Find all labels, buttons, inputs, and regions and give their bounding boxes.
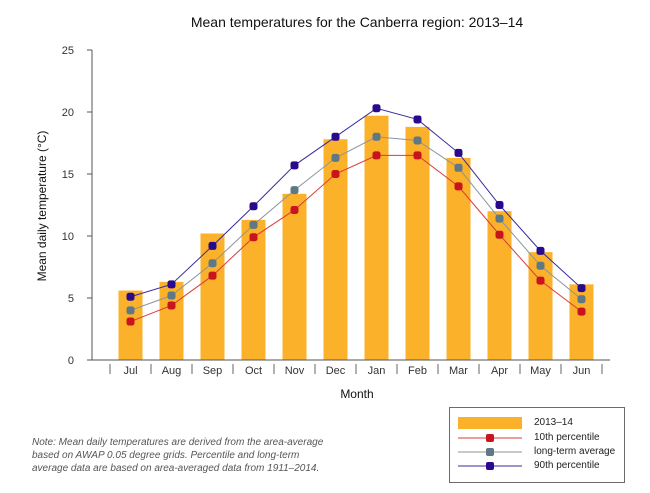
series-2-point [577, 284, 586, 293]
y-tick-label: 10 [62, 231, 74, 243]
y-tick-label: 5 [68, 293, 74, 305]
series-2-point [454, 148, 463, 157]
series-0-point [577, 307, 586, 316]
series-2-point [290, 161, 299, 170]
series-2-point [331, 132, 340, 141]
series-2-point [413, 115, 422, 124]
legend-item-p90: 90th percentile [458, 460, 618, 472]
line-marker-icon [458, 462, 522, 470]
series-2-point [249, 202, 258, 211]
bars-layer [118, 115, 594, 360]
series-1-point [167, 291, 176, 300]
series-2-point [126, 292, 135, 301]
x-tick-label: Oct [245, 365, 262, 377]
series-1-point [536, 261, 545, 270]
chart-title: Mean temperatures for the Canberra regio… [191, 14, 524, 30]
series-0-point [290, 205, 299, 214]
series-line-1 [130, 136, 582, 311]
series-2-point [372, 104, 381, 113]
series-0-point [167, 301, 176, 310]
x-tick-label: Feb [408, 365, 427, 377]
note-line: Note: Mean daily temperatures are derive… [32, 437, 324, 448]
note-line: based on AWAP 0.05 degree grids. Percent… [32, 450, 300, 461]
bar-swatch-icon [458, 417, 522, 429]
legend-item-average: long-term average [458, 446, 618, 458]
bar-may [528, 252, 553, 360]
chart-legend: 2013–14 10th percentile long-term averag… [449, 407, 625, 483]
x-tick-label: Jul [123, 365, 137, 377]
series-0-point [126, 317, 135, 326]
series-1-point [331, 153, 340, 162]
lines-layer [126, 104, 586, 326]
series-1-point [577, 295, 586, 304]
series-1-point [208, 259, 217, 268]
line-marker-icon [458, 434, 522, 442]
x-axis-label: Month [340, 387, 373, 401]
bar-mar [446, 157, 471, 360]
bar-feb [405, 126, 430, 360]
bar-sep [200, 233, 225, 360]
series-2-point [536, 246, 545, 255]
series-line-0 [130, 154, 582, 323]
legend-label: 10th percentile [534, 432, 600, 443]
note-line: average data are based on area-averaged … [32, 463, 320, 474]
y-tick-label: 15 [62, 169, 74, 181]
series-0-point [454, 182, 463, 191]
legend-item-bars: 2013–14 [458, 417, 618, 429]
series-1-point [454, 163, 463, 172]
line-marker-icon [458, 448, 522, 456]
x-tick-label: Sep [203, 365, 223, 377]
series-2-point [495, 201, 504, 209]
series-2-point [167, 280, 176, 289]
series-0-point [249, 233, 258, 242]
chart-note: Note: Mean daily temperatures are derive… [32, 436, 362, 475]
series-1-point [290, 186, 299, 195]
series-0-point [413, 151, 422, 160]
bar-oct [241, 219, 266, 360]
x-tick-label: May [530, 365, 551, 377]
series-0-point [372, 151, 381, 160]
x-tick-label: Apr [491, 365, 508, 377]
y-tick-label: 25 [62, 45, 74, 57]
series-2-point [208, 241, 217, 250]
x-tick-label: Nov [285, 365, 305, 377]
series-0-point [536, 276, 545, 285]
legend-item-p10: 10th percentile [458, 432, 618, 444]
bar-nov [282, 193, 307, 360]
y-axis-label: Mean daily temperature (°C) [35, 131, 49, 282]
x-tick-label: Mar [449, 365, 468, 377]
series-0-point [331, 170, 340, 178]
y-tick-label: 20 [62, 107, 74, 119]
x-tick-label: Dec [326, 365, 346, 377]
series-1-point [249, 220, 258, 229]
series-1-point [413, 136, 422, 145]
series-1-point [495, 214, 504, 223]
series-1-point [126, 306, 135, 315]
x-tick-label: Jun [573, 365, 591, 377]
legend-label: 90th percentile [534, 460, 600, 471]
series-1-point [372, 132, 381, 141]
y-tick-label: 0 [68, 355, 74, 367]
x-tick-label: Aug [162, 365, 182, 377]
legend-label: 2013–14 [534, 417, 573, 428]
x-tick-label: Jan [368, 365, 386, 377]
series-0-point [208, 271, 217, 280]
axes-layer: 0 5 10 15 20 25 Jul Aug Sep Oct Nov Dec Jan Feb Mar Apr… [62, 45, 610, 377]
series-0-point [495, 230, 504, 239]
series-line-2 [130, 107, 582, 298]
legend-label: long-term average [534, 446, 616, 457]
